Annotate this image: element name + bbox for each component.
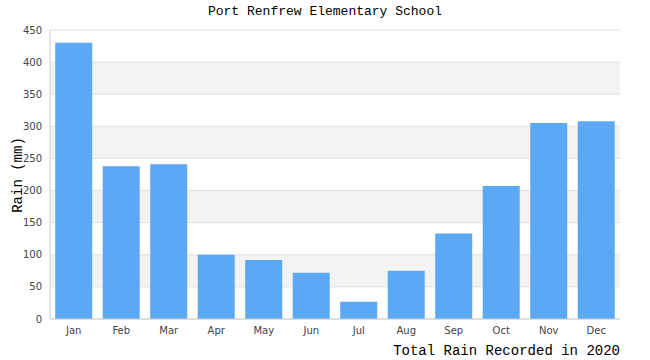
svg-text:Dec: Dec — [587, 325, 606, 336]
svg-text:Jul: Jul — [352, 325, 365, 336]
svg-text:May: May — [253, 325, 274, 336]
html-text:Total Rain Recorded in 2020: Total Rain Recorded in 2020 — [393, 343, 620, 359]
svg-text:450: 450 — [23, 25, 42, 36]
svg-text:Nov: Nov — [539, 325, 559, 336]
svg-text:100: 100 — [23, 249, 42, 260]
svg-text:Aug: Aug — [396, 325, 416, 336]
html-text:Rain (mm): Rain (mm) — [10, 137, 26, 213]
svg-text:Jun: Jun — [302, 325, 319, 336]
svg-text:150: 150 — [23, 217, 42, 228]
svg-text:350: 350 — [23, 89, 42, 100]
svg-text:Apr: Apr — [208, 325, 226, 336]
svg-text:Sep: Sep — [444, 325, 463, 336]
svg-text:Jan: Jan — [65, 325, 81, 336]
svg-text:300: 300 — [23, 121, 42, 132]
svg-text:400: 400 — [23, 57, 42, 68]
html-text:Port Renfrew Elementary School: Port Renfrew Elementary School — [208, 4, 442, 19]
svg-text:200: 200 — [23, 185, 42, 196]
svg-text:Oct: Oct — [493, 325, 510, 336]
svg-text:50: 50 — [29, 281, 42, 292]
svg-text:250: 250 — [23, 153, 42, 164]
svg-text:Feb: Feb — [112, 325, 130, 336]
svg-text:Mar: Mar — [159, 325, 179, 336]
svg-text:0: 0 — [36, 314, 42, 325]
